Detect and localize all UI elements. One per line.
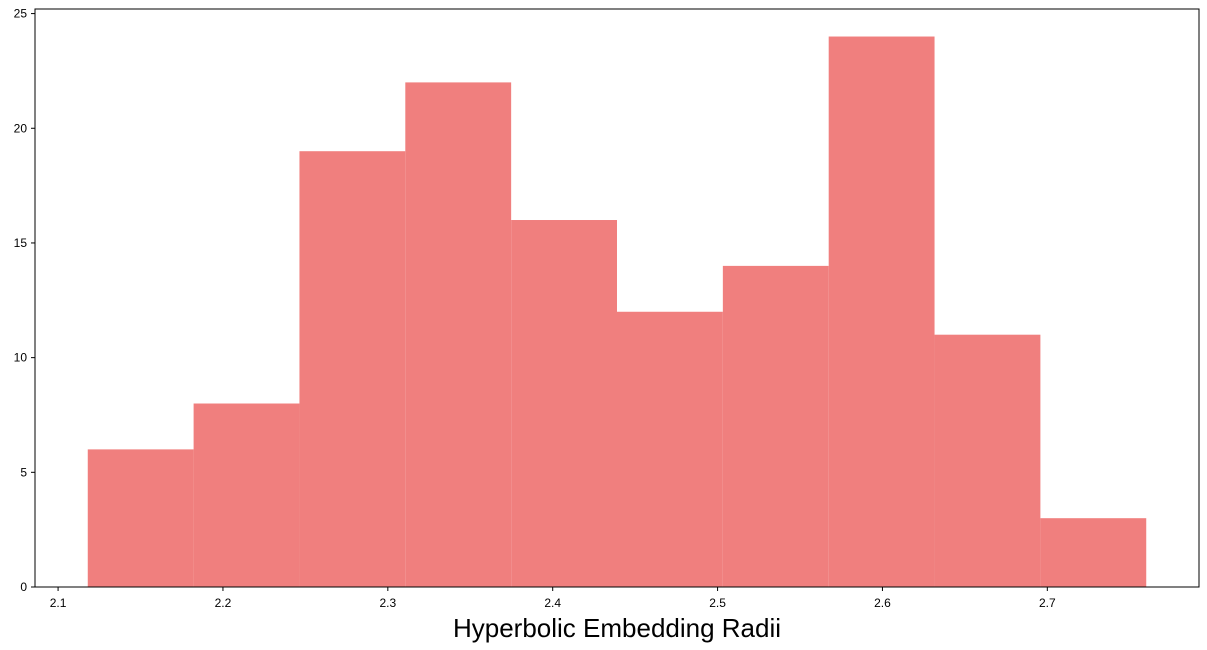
- histogram-bar: [299, 151, 406, 587]
- histogram-bar: [511, 220, 617, 587]
- histogram-bar: [1040, 518, 1147, 587]
- histogram-bar: [405, 82, 512, 588]
- histogram-bar: [828, 36, 935, 588]
- histogram-bar: [617, 311, 723, 587]
- y-tick-label: 10: [14, 351, 28, 365]
- histogram-bar: [87, 449, 194, 587]
- histogram-bar: [934, 334, 1041, 587]
- x-tick-label: 2.4: [544, 596, 561, 610]
- x-tick-label: 2.6: [874, 596, 891, 610]
- y-tick-label: 5: [20, 465, 27, 479]
- histogram-bar: [193, 403, 300, 587]
- x-tick-label: 2.7: [1039, 596, 1056, 610]
- x-tick-label: 2.1: [50, 596, 67, 610]
- histogram-bar: [722, 265, 829, 587]
- y-axis-ticks: 0 5 10 15 20 25: [14, 7, 35, 594]
- y-tick-label: 20: [14, 121, 28, 135]
- plot-frame: [34, 8, 1200, 588]
- x-axis-ticks: 2.1 2.2 2.3 2.4 2.5 2.6 2.7: [50, 587, 1056, 610]
- x-tick-label: 2.2: [215, 596, 232, 610]
- x-tick-label: 2.3: [379, 596, 396, 610]
- y-tick-label: 0: [20, 580, 27, 594]
- y-tick-label: 15: [14, 236, 28, 250]
- x-axis-title: Hyperbolic Embedding Radii: [453, 613, 781, 643]
- y-tick-label: 25: [14, 7, 28, 21]
- histogram-bars: [87, 36, 1147, 588]
- x-tick-label: 2.5: [709, 596, 726, 610]
